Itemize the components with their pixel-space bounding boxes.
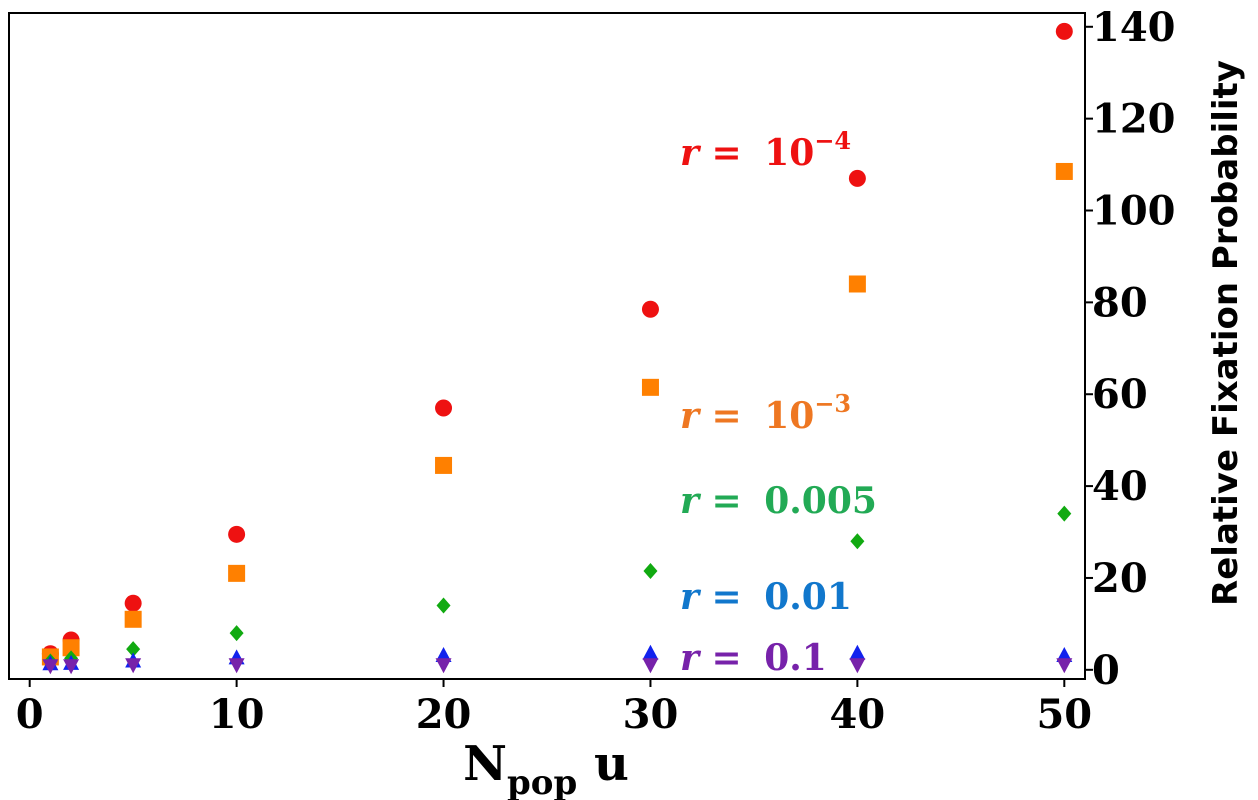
series-label-var: r (680, 480, 702, 522)
series-label-eq: = (699, 132, 754, 174)
series-label-value: 0.005 (764, 480, 877, 522)
data-point-series-5 (435, 658, 452, 674)
data-point-series-3 (850, 533, 865, 550)
x-axis-title-suffix: u (577, 736, 629, 792)
data-point-series-3 (436, 597, 451, 614)
y-tick-label: 80 (1092, 279, 1148, 326)
data-point-series-1 (435, 399, 453, 417)
series-label-1: r = 10−4 (680, 126, 851, 174)
series-label-4: r = 0.01 (680, 576, 852, 618)
data-point-series-5 (228, 658, 245, 674)
series-label-var: r (680, 395, 702, 437)
data-point-series-2 (1055, 162, 1073, 180)
series-label-eq: = (699, 395, 754, 437)
data-point-series-5 (42, 659, 59, 675)
series-label-3: r = 0.005 (680, 480, 877, 522)
data-point-series-1 (228, 525, 246, 543)
data-point-series-5 (642, 658, 659, 674)
y-tick-label: 60 (1092, 371, 1148, 418)
y-tick-label: 40 (1092, 463, 1148, 510)
y-tick-label: 20 (1092, 555, 1148, 602)
x-axis-ticks: 0 10 20 30 40 50 (16, 679, 1092, 738)
data-point-series-2 (228, 564, 246, 582)
x-tick-label: 30 (623, 691, 679, 738)
data-point-series-4 (642, 644, 659, 660)
data-point-series-2 (435, 456, 453, 474)
data-point-series-5 (1056, 658, 1073, 674)
x-axis-title-main: N (463, 736, 507, 792)
series-label-var: r (680, 132, 702, 174)
y-axis-ticks: 0 20 40 60 80 100 120 140 (1085, 4, 1176, 694)
y-tick-label: 120 (1092, 96, 1176, 143)
plot-frame (8, 12, 1086, 680)
x-tick-label: 50 (1036, 691, 1092, 738)
series-label-eq: = (699, 637, 754, 679)
series-label-value: 0.1 (764, 637, 827, 679)
data-point-series-4 (435, 647, 452, 663)
series-label-value: 10 (764, 395, 814, 437)
data-point-series-2 (62, 639, 80, 657)
series-label-var: r (680, 576, 702, 618)
series-label-5: r = 0.1 (680, 637, 827, 679)
data-point-series-3 (1057, 505, 1072, 522)
series-label-2: r = 10−3 (680, 389, 851, 437)
x-axis-title: Npop u (463, 736, 629, 800)
x-tick-label: 10 (209, 691, 265, 738)
series-label-var: r (680, 637, 702, 679)
series-label-exponent: −4 (814, 126, 851, 155)
x-axis-title-sub: pop (507, 763, 577, 800)
series-label-eq: = (699, 480, 754, 522)
data-point-series-5 (125, 658, 142, 674)
data-point-series-5 (63, 659, 80, 675)
y-tick-label: 140 (1092, 4, 1176, 51)
data-point-series-1 (641, 300, 659, 318)
y-tick-label: 100 (1092, 188, 1176, 235)
data-point-series-4 (1056, 647, 1073, 663)
data-point-series-2 (641, 378, 659, 396)
series-label-exponent: −3 (814, 389, 851, 418)
x-tick-label: 0 (16, 691, 44, 738)
series-label-value: 10 (764, 132, 814, 174)
x-tick-label: 40 (830, 691, 886, 738)
data-point-series-2 (848, 275, 866, 293)
data-point-series-1 (124, 594, 142, 612)
data-point-series-4 (849, 644, 866, 660)
data-point-series-1 (848, 169, 866, 187)
data-points (41, 22, 1073, 675)
data-point-series-2 (124, 610, 142, 628)
x-tick-label: 20 (416, 691, 472, 738)
data-point-series-1 (1055, 22, 1073, 40)
y-axis-title: Relative Fixation Probability (1206, 60, 1246, 606)
data-point-series-3 (643, 563, 658, 580)
series-label-eq: = (699, 576, 754, 618)
data-point-series-3 (229, 625, 244, 642)
data-point-series-5 (849, 658, 866, 674)
data-point-series-3 (126, 641, 141, 658)
y-tick-label: 0 (1092, 647, 1120, 694)
series-label-value: 0.01 (764, 576, 852, 618)
